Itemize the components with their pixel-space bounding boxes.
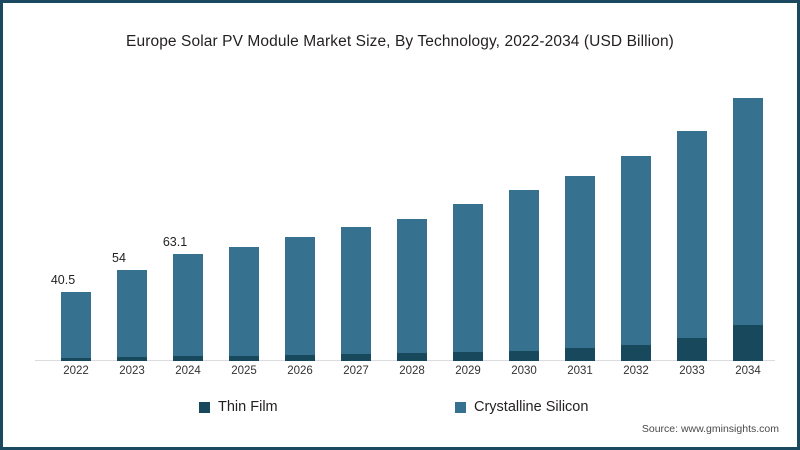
bar-slot [496,73,552,361]
legend-item-crystalline-silicon[interactable]: Crystalline Silicon [455,399,588,415]
stacked-bar[interactable] [509,189,539,361]
x-axis-tick-2031: 2031 [567,365,593,377]
stacked-bar[interactable] [117,269,147,361]
x-axis-tick-2029: 2029 [455,365,481,377]
bar-segment-thin-film[interactable] [285,355,315,361]
x-axis-tick-2025: 2025 [231,365,257,377]
chart-title: Europe Solar PV Module Market Size, By T… [126,33,674,50]
bar-slot [384,73,440,361]
bar-segment-thin-film[interactable] [733,325,763,361]
bar-slot [664,73,720,361]
bar-slot: 63.1 [160,73,216,361]
x-axis-tick-2024: 2024 [175,365,201,377]
stacked-bar[interactable] [677,130,707,361]
x-axis-tick-2027: 2027 [343,365,369,377]
bar-segment-crystalline-silicon[interactable] [397,218,427,354]
bar-slot [608,73,664,361]
x-axis-tick-2028: 2028 [399,365,425,377]
bar-segment-crystalline-silicon[interactable] [61,292,91,358]
bar-segment-crystalline-silicon[interactable] [677,130,707,339]
bar-segment-crystalline-silicon[interactable] [733,98,763,326]
legend-swatch-icon [455,401,466,413]
bar-value-label: 54 [112,250,126,265]
bar-segment-thin-film[interactable] [453,352,483,361]
bar-value-label: 40.5 [50,273,76,288]
legend-swatch-icon [199,401,210,413]
bar-slot [720,73,776,361]
stacked-bar[interactable] [397,218,427,361]
bar-segment-thin-film[interactable] [509,350,539,361]
x-axis-tick-2026: 2026 [287,365,313,377]
bar-segment-thin-film[interactable] [397,353,427,361]
bar-segment-crystalline-silicon[interactable] [509,189,539,351]
bar-segment-crystalline-silicon[interactable] [565,175,595,349]
source-note: Source: www.gminsights.com [641,423,779,435]
bar-slot [272,73,328,361]
bar-segment-thin-film[interactable] [341,354,371,361]
bar-segment-crystalline-silicon[interactable] [453,203,483,353]
stacked-bar[interactable] [453,203,483,361]
stacked-bar[interactable] [341,227,371,361]
bar-segment-crystalline-silicon[interactable] [285,237,315,356]
bar-segment-crystalline-silicon[interactable] [621,156,651,346]
stacked-bar[interactable] [621,156,651,361]
bar-segment-thin-film[interactable] [229,355,259,361]
bar-segment-crystalline-silicon[interactable] [117,269,147,358]
legend-item-thin-film[interactable]: Thin Film [199,399,278,415]
bar-slot [328,73,384,361]
stacked-bar[interactable] [61,292,91,361]
bar-segment-thin-film[interactable] [117,357,147,361]
bar-slot: 40.5 [48,73,104,361]
x-axis-tick-2033: 2033 [679,365,705,377]
x-axis-tick-2034: 2034 [735,365,761,377]
legend-label: Thin Film [218,399,278,415]
stacked-bar[interactable] [285,237,315,361]
bar-segment-thin-film[interactable] [565,348,595,361]
bar-segment-crystalline-silicon[interactable] [173,254,203,357]
bar-slot [216,73,272,361]
bar-segment-crystalline-silicon[interactable] [229,246,259,356]
bar-segment-thin-film[interactable] [173,356,203,361]
bar-slot: 54 [104,73,160,361]
bar-segment-thin-film[interactable] [621,345,651,361]
stacked-bar[interactable] [173,254,203,361]
bar-slot [552,73,608,361]
bar-slot [440,73,496,361]
bar-segment-thin-film[interactable] [677,338,707,361]
chart-legend: Thin Film Crystalline Silicon [3,399,797,421]
stacked-bar[interactable] [733,98,763,361]
bar-segment-crystalline-silicon[interactable] [341,227,371,355]
x-axis-tick-2032: 2032 [623,365,649,377]
stacked-bar[interactable] [229,246,259,361]
x-axis-tick-2022: 2022 [63,365,89,377]
bar-segment-thin-film[interactable] [61,358,91,361]
x-axis-tick-2030: 2030 [511,365,537,377]
bar-value-label: 63.1 [162,235,188,250]
stacked-bar[interactable] [565,175,595,361]
x-axis-tick-2023: 2023 [119,365,145,377]
plot-area: 40.5 54 63.1 2022 2023 2024 2025 2026 2027 2028 2… [35,73,776,377]
legend-label: Crystalline Silicon [474,399,589,415]
